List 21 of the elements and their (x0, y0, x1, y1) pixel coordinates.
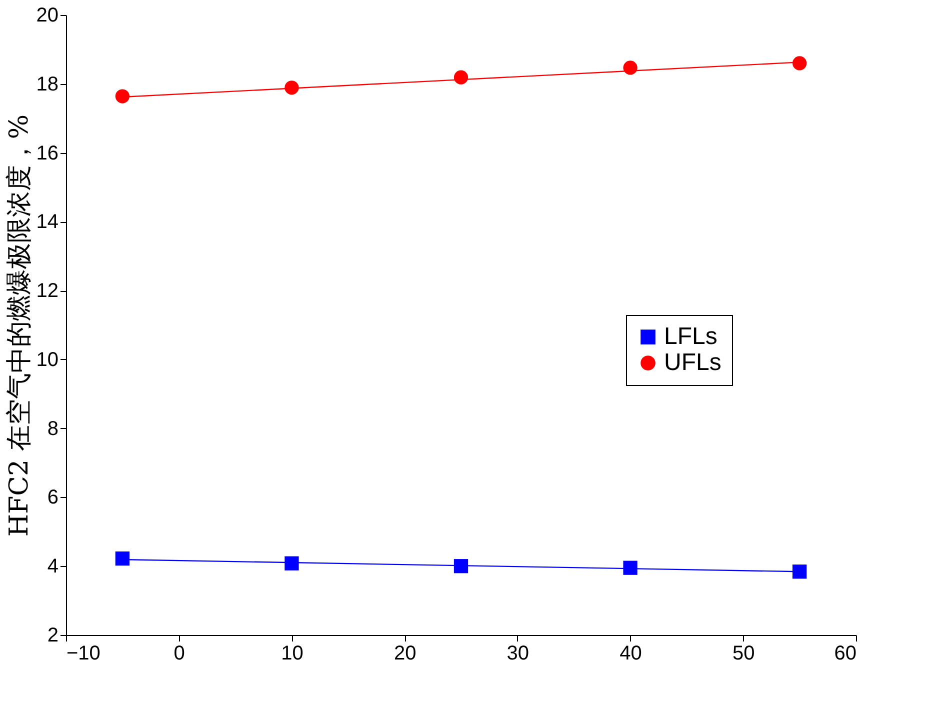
x-tick-label: 0 (174, 642, 185, 664)
x-tick-label: 30 (506, 642, 530, 664)
y-tick-label: 18 (36, 73, 58, 96)
x-tick-label: 20 (394, 642, 416, 664)
y-tick-label: 20 (36, 4, 58, 26)
x-tick-label: 50 (732, 642, 755, 664)
y-tick-label: 6 (47, 486, 58, 509)
x-tick-label: 60 (834, 642, 856, 664)
x-tick-label: 40 (620, 642, 642, 664)
y-tick-label: 14 (36, 211, 58, 234)
legend-label: UFLs (664, 349, 722, 376)
y-axis-title: HFC2 在空气中的燃爆极限浓度，% (4, 114, 34, 537)
legend-label: LFLs (664, 323, 718, 350)
y-tick-label: 4 (47, 556, 58, 578)
y-tick-label: 8 (47, 418, 58, 440)
y-tick-label: 12 (36, 280, 58, 302)
y-tick-label: 16 (36, 142, 58, 164)
y-tick-label: 2 (47, 624, 58, 646)
x-tick-label: −10 (66, 642, 100, 664)
x-tick-label: 10 (281, 642, 304, 664)
y-tick-label: 10 (36, 348, 58, 371)
